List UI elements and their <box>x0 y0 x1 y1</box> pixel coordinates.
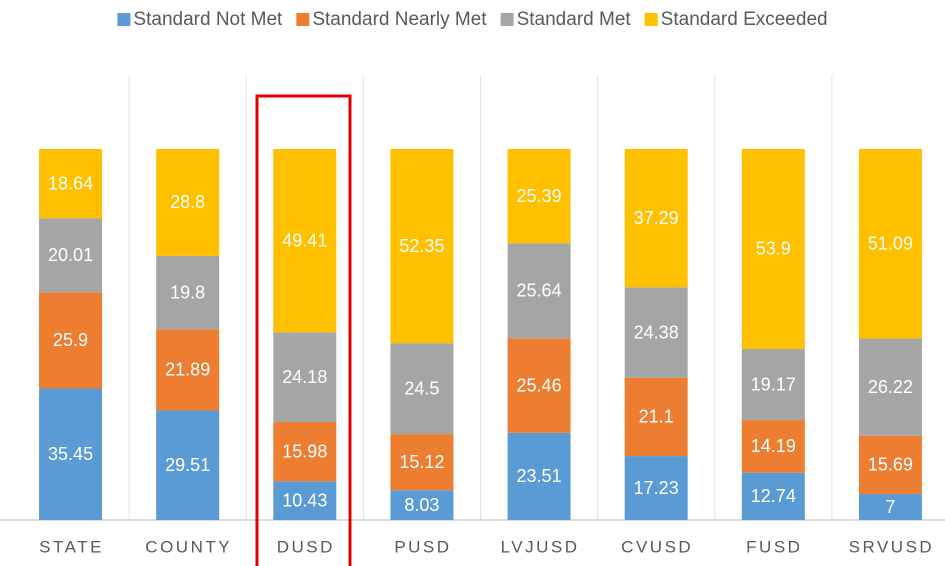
value-label: 35.45 <box>48 444 93 464</box>
value-label: 25.46 <box>517 375 562 395</box>
bar-segment <box>156 410 220 520</box>
legend-label: Standard Nearly Met <box>312 9 487 30</box>
value-label: 19.8 <box>170 282 205 302</box>
bar-segment <box>273 481 337 520</box>
value-label: 15.98 <box>282 441 327 461</box>
bar-segment <box>156 255 220 330</box>
value-label: 18.64 <box>48 173 93 193</box>
bar-segment <box>273 332 337 423</box>
bar-segment <box>858 435 922 495</box>
plot-area: 35.45 25.9 20.01 18.64 STATE 29.51 21.89 19.8 28… <box>0 75 945 556</box>
bar-segment <box>507 338 571 433</box>
value-label: 17.23 <box>634 478 679 498</box>
legend-swatch <box>296 13 310 26</box>
value-label: 37.29 <box>634 208 679 228</box>
bar-segment <box>273 149 337 333</box>
bar-segment <box>390 434 454 491</box>
bar-segment <box>741 149 805 349</box>
legend-swatch <box>500 13 514 26</box>
value-label: 23.51 <box>517 466 562 486</box>
value-label: 28.8 <box>170 192 205 212</box>
value-label: 29.51 <box>165 455 210 475</box>
bar-segment <box>390 490 454 520</box>
legend-label: Standard Exceeded <box>661 9 828 30</box>
bar-segment <box>624 456 688 520</box>
x-tick-label: PUSD <box>394 537 451 556</box>
value-label: 21.1 <box>639 407 674 427</box>
value-label: 15.69 <box>868 455 913 475</box>
x-tick-label: DUSD <box>277 537 335 556</box>
bar-segment <box>390 343 454 435</box>
bar-segment <box>156 149 220 256</box>
value-label: 20.01 <box>48 245 93 265</box>
x-tick-label: STATE <box>39 537 104 556</box>
value-label: 25.64 <box>517 281 562 301</box>
bar-segment <box>390 149 454 344</box>
bar-segment <box>741 472 805 520</box>
legend-swatch <box>117 13 131 26</box>
legend-label: Standard Not Met <box>133 9 283 30</box>
value-label: 8.03 <box>404 495 439 515</box>
bar-segment <box>39 218 103 293</box>
bar-segment <box>624 149 688 288</box>
bar-segment <box>507 149 571 244</box>
bar-segment <box>624 377 688 457</box>
value-label: 14.19 <box>751 436 796 456</box>
value-label: 25.39 <box>517 186 562 206</box>
value-label: 49.41 <box>282 230 327 250</box>
value-label: 51.09 <box>868 234 913 254</box>
value-label: 7 <box>885 497 895 517</box>
value-label: 19.17 <box>751 374 796 394</box>
value-label: 15.12 <box>399 452 444 472</box>
bar-segment <box>39 388 103 520</box>
value-label: 25.9 <box>53 330 88 350</box>
x-tick-label: FUSD <box>746 537 802 556</box>
value-label: 24.38 <box>634 322 679 342</box>
legend-swatch <box>644 13 658 26</box>
value-label: 24.18 <box>282 367 327 387</box>
bar-segment <box>858 149 922 339</box>
bar-segment <box>741 420 805 473</box>
value-label: 53.9 <box>756 239 791 259</box>
bar-segment <box>858 494 922 520</box>
value-label: 21.89 <box>165 360 210 380</box>
value-label: 24.5 <box>404 378 439 398</box>
legend: Standard Not Met Standard Nearly Met Stand… <box>117 9 828 30</box>
bar-segment <box>39 149 103 219</box>
bar-segment <box>624 287 688 378</box>
bar-segment <box>156 329 220 411</box>
value-label: 10.43 <box>282 490 327 510</box>
x-tick-label: COUNTY <box>145 537 232 556</box>
bar-segment <box>858 338 922 436</box>
bar-segment <box>507 432 571 520</box>
value-label: 52.35 <box>399 236 444 256</box>
bar-segment <box>741 348 805 421</box>
x-tick-label: LVJUSD <box>501 537 580 556</box>
x-tick-label: SRVUSD <box>849 537 935 556</box>
bar-segment <box>507 243 571 339</box>
legend-label: Standard Met <box>517 9 632 30</box>
value-label: 26.22 <box>868 377 913 397</box>
bar-segment <box>39 292 103 389</box>
highlight-box <box>255 94 352 566</box>
x-tick-label: CVUSD <box>621 537 693 556</box>
bar-segment <box>273 422 337 482</box>
value-label: 12.74 <box>751 486 796 506</box>
